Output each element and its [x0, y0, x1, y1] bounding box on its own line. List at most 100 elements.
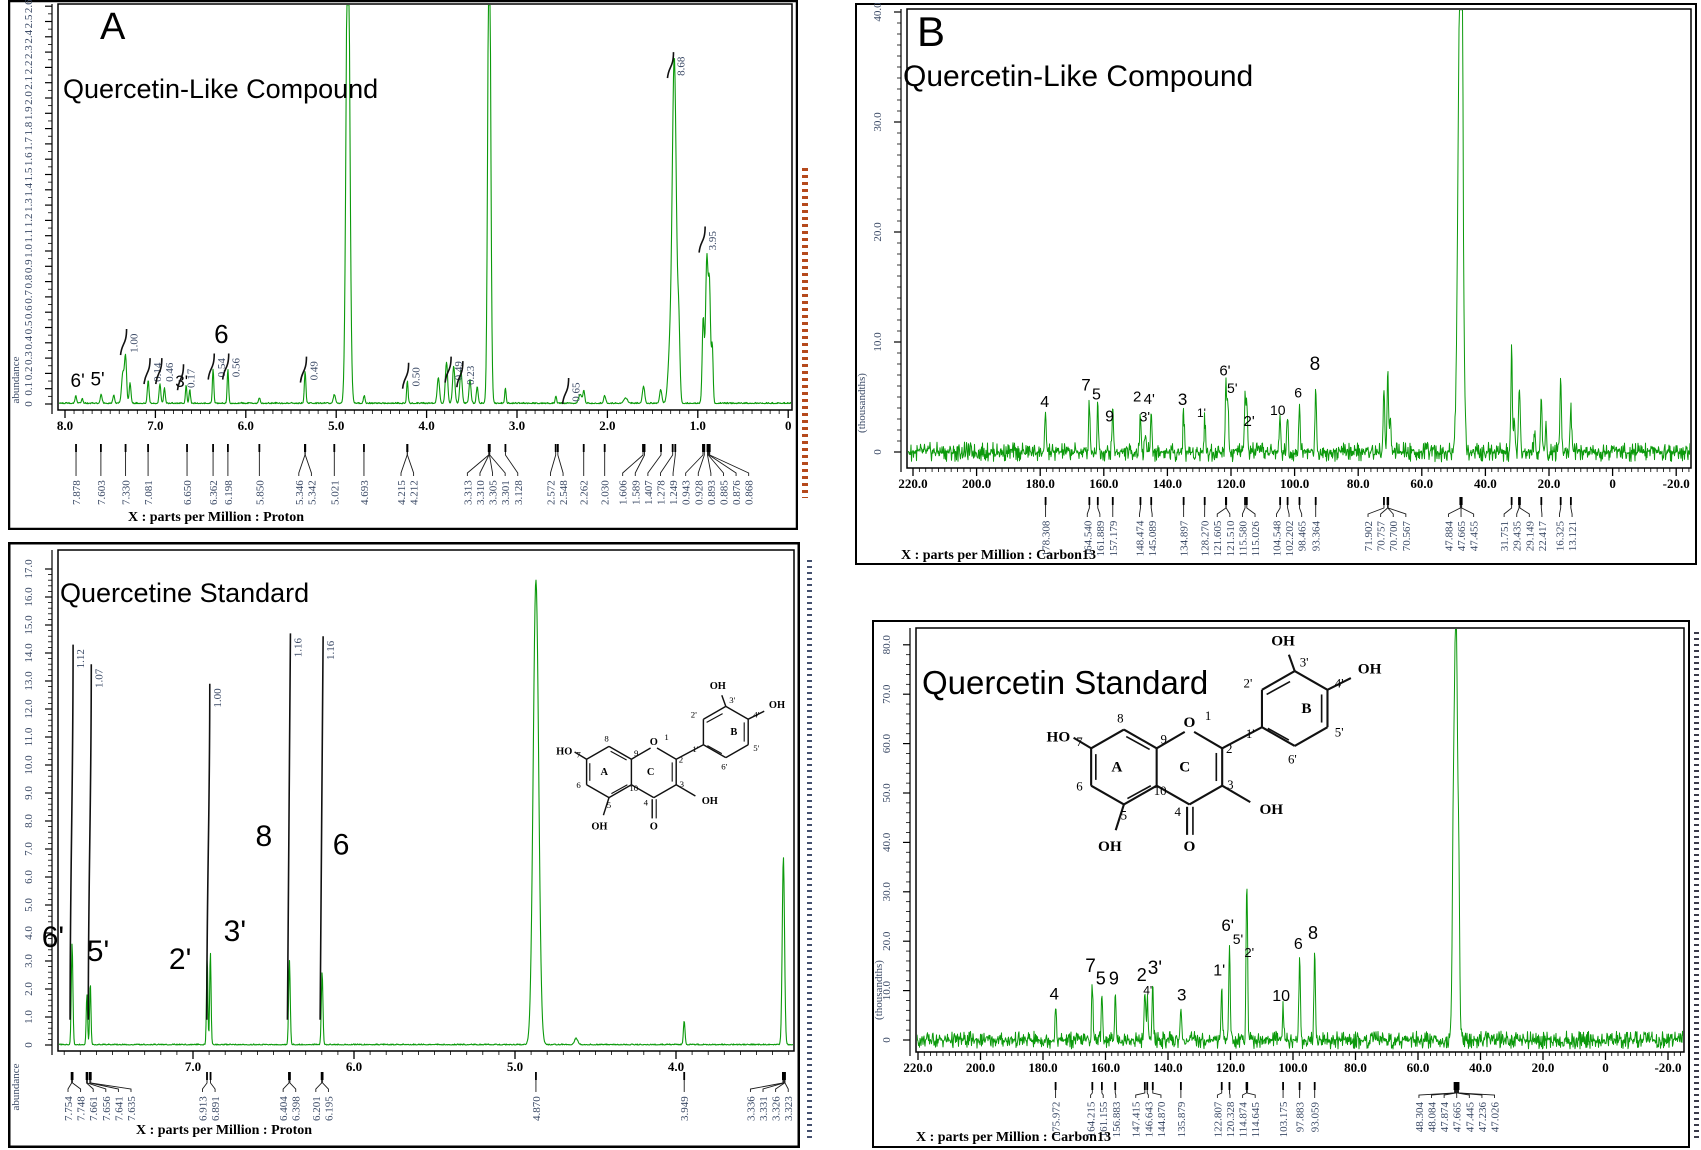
structure-label: 3: [680, 779, 685, 789]
structure-label: A: [600, 767, 608, 778]
integrals: 1.000.14 0.46 0.170.54 0.56 0.49 0.50 0.49 0.23…: [119, 52, 719, 405]
peak-value: 7.754: [63, 1096, 75, 1121]
x-tick-label: 0: [1602, 1060, 1609, 1075]
x-tick-label: 40.0: [1474, 476, 1497, 491]
y-axis-label: (thousandths): [856, 373, 868, 433]
peak-value: 3.326: [771, 1096, 783, 1121]
y-tick-label: 2.2: [23, 61, 35, 75]
structure-label: A: [1111, 759, 1122, 776]
assignment-label: 6': [42, 921, 64, 954]
y-tick-label: 1.8: [23, 121, 35, 135]
peak-leader: [210, 1080, 216, 1092]
structure-label: 5: [607, 800, 612, 810]
assignment-label: 7: [1081, 376, 1090, 395]
peak-value: 115.580: [1237, 521, 1249, 557]
panel-letter-a: A: [100, 6, 126, 48]
peak-value: 3.313: [462, 480, 474, 505]
x-axis-caption: X : parts per Million : Carbon13: [916, 1130, 1111, 1145]
bond: [631, 747, 651, 760]
assignments: 6' 5' 3'6: [71, 319, 229, 392]
peak-value: 47.884: [1443, 520, 1455, 551]
peak-value: 47.455: [1469, 520, 1481, 551]
peak-value: 114.645: [1250, 1102, 1262, 1138]
peak-leader: [1229, 1090, 1231, 1098]
peak-value: 0.943: [681, 480, 693, 505]
y-tick-label: 2.3: [23, 45, 35, 59]
x-tick-label: 100.0: [1280, 476, 1309, 491]
y-tick-label: 1.0: [23, 1010, 35, 1024]
bond: [631, 784, 655, 799]
peak-leader: [322, 1080, 329, 1092]
bond: [1188, 784, 1223, 806]
structure-label: C: [647, 767, 655, 778]
integral-curve: [401, 362, 410, 389]
spectrum-canvas-a: 00.10.20.30.40.50.60.70.80.91.01.11.21.3…: [8, 0, 798, 530]
peak-leader: [466, 452, 490, 476]
panel-ll-title: Quercetine Standard: [60, 578, 310, 608]
peak-value: 121.605: [1212, 520, 1224, 556]
structure-label: O: [650, 822, 658, 833]
bond: [725, 705, 749, 720]
integral-curve: [299, 356, 308, 383]
y-tick-label: 0.5: [23, 320, 35, 334]
peak-leader: [86, 1080, 94, 1092]
peak-value: 1.606: [618, 480, 630, 505]
spectrum-canvas-proton-standard: 0 1.0 2.0 3.0 4.0 5.0 6.0 7.0 8.0 9.0 10.0 11.0 12.0…: [8, 542, 800, 1148]
structure-label: 3: [1227, 778, 1233, 792]
peak-leader: [298, 452, 306, 476]
assignment-label: 3': [1148, 958, 1162, 979]
peak-value: 164.540: [1082, 520, 1094, 556]
spectrum-canvas-b: 010.020.030.040.0(thousandths)220.0 200.0…: [855, 3, 1697, 565]
peak-leader: [1456, 1090, 1470, 1098]
peak-value: 7.081: [143, 480, 155, 505]
peak-value: 3.323: [783, 1096, 795, 1121]
peak-value: 7.656: [101, 1096, 113, 1121]
peak-leader: [634, 452, 646, 476]
y-tick-label: 2.0: [23, 982, 35, 996]
y-axis-label: abundance: [10, 1063, 22, 1110]
bond: [1090, 728, 1125, 750]
structure-label: 1: [1205, 709, 1211, 723]
peak-value: 6.650: [182, 480, 194, 505]
peak-leader: [1246, 1090, 1256, 1098]
double-bond: [610, 750, 627, 761]
x-tick-label: 7.0: [147, 418, 163, 433]
bond: [574, 751, 587, 760]
peak-value: 2.572: [545, 480, 557, 505]
y-tick-label: 1.1: [23, 229, 35, 243]
peak-value: 156.883: [1111, 1101, 1123, 1137]
peak-value: 6.201: [311, 1096, 323, 1121]
structure-label: 1': [692, 744, 698, 754]
integral-value: 0.14: [152, 362, 164, 382]
x-tick-label: 200.0: [962, 476, 991, 491]
peak-leader: [1146, 1090, 1149, 1098]
structure-label: 2: [1226, 742, 1232, 756]
y-tick-label: 2.6: [23, 0, 35, 13]
bond: [608, 784, 632, 799]
peak-leader: [1242, 1090, 1247, 1098]
panel-border: [872, 620, 1690, 1148]
peak-leader: [708, 452, 737, 476]
panel-letter-b: B: [917, 8, 946, 55]
x-tick-label: 0: [785, 418, 792, 433]
x-axis: 8.0 7.0 6.0 5.0 4.0 3.0 2.0 1.0 0: [57, 410, 792, 433]
peak-value: 148.474: [1135, 520, 1147, 556]
peak-value: 4.212: [409, 480, 421, 505]
integral-value: 0.46: [164, 362, 176, 382]
y-tick-label: 20.0: [881, 931, 893, 951]
peak-leader: [685, 452, 704, 476]
quercetin-structure: HO OH O OH O OH OH A C B 1 2 3 4 5 6 7 8 9 10 1' 2' 3' 4' 5' 6': [556, 681, 785, 833]
bond: [747, 710, 765, 720]
y-tick-label: 30.0: [881, 882, 893, 902]
assignment-label: 6': [71, 371, 85, 392]
bond: [1221, 784, 1251, 804]
assignment-label: 9: [1105, 409, 1114, 426]
peak-value: 98.465: [1297, 520, 1309, 551]
peak-value: 47.445: [1464, 1101, 1476, 1132]
double-bond: [1266, 680, 1291, 696]
peak-leader: [1246, 505, 1256, 517]
integral-curve: [444, 356, 452, 383]
bond: [703, 744, 727, 759]
bond: [1156, 784, 1190, 806]
